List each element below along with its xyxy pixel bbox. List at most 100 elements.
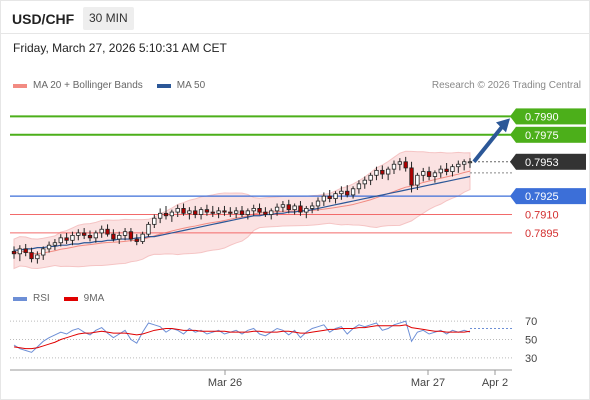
- candle-body: [245, 210, 250, 215]
- candle: [345, 185, 350, 198]
- candle-body: [198, 209, 204, 215]
- candle-body: [52, 242, 58, 246]
- candle: [146, 221, 151, 237]
- candle-body: [274, 206, 280, 212]
- candle: [374, 166, 379, 181]
- candle-body: [134, 238, 139, 242]
- candle-body: [87, 234, 93, 239]
- candle-body: [105, 228, 110, 235]
- candle: [467, 158, 473, 168]
- candle: [409, 161, 414, 193]
- candle: [333, 191, 338, 204]
- candle-body: [93, 232, 99, 239]
- candle-body: [403, 161, 408, 169]
- candle: [269, 208, 274, 220]
- ma50-label: MA 50: [176, 80, 206, 91]
- candle-body: [315, 200, 321, 207]
- candle: [403, 156, 408, 172]
- candle: [456, 160, 461, 173]
- level-label-0.7925: 0.7925: [525, 191, 559, 203]
- candle-body: [181, 207, 186, 214]
- candle: [461, 159, 467, 171]
- ma50-swatch: [156, 83, 171, 88]
- candle-body: [461, 161, 467, 165]
- candle-body: [321, 195, 327, 202]
- forecast-arrow-head: [496, 118, 510, 133]
- rsi-tick-label: 50: [525, 335, 537, 347]
- candle: [157, 208, 163, 224]
- candle-body: [391, 163, 397, 170]
- candle-body: [175, 207, 180, 213]
- legend-rsi: RSI: [13, 293, 50, 304]
- candle-body: [64, 237, 69, 241]
- candle: [350, 186, 356, 199]
- candle-body: [169, 211, 174, 217]
- candle: [17, 245, 23, 262]
- candle: [362, 176, 367, 189]
- candle-body: [286, 204, 291, 211]
- candle-body: [17, 248, 23, 255]
- candle: [175, 204, 180, 217]
- candle: [29, 247, 34, 263]
- candle-body: [128, 231, 134, 240]
- candle-body: [46, 244, 52, 250]
- candle: [111, 229, 116, 242]
- candle-body: [263, 211, 268, 215]
- candle-body: [280, 204, 286, 208]
- candle: [421, 167, 426, 182]
- candle: [70, 231, 75, 246]
- candle: [52, 239, 58, 251]
- candle: [380, 165, 385, 179]
- candle-body: [350, 188, 356, 196]
- candle-body: [333, 193, 338, 199]
- candle-body: [140, 233, 145, 242]
- candle: [198, 207, 204, 220]
- candle-body: [292, 205, 297, 211]
- candle-body: [23, 248, 28, 253]
- candle: [315, 197, 321, 211]
- candle: [99, 225, 104, 238]
- candle-body: [421, 171, 426, 176]
- ma20-line: [13, 170, 471, 255]
- candle-body: [146, 223, 151, 235]
- candle: [391, 160, 397, 175]
- rsi-line: [13, 320, 471, 353]
- candle-body: [362, 179, 367, 185]
- candle-body: [385, 168, 391, 175]
- candle-body: [228, 211, 233, 214]
- level-badge-0.7990: [516, 108, 586, 125]
- legend-bollinger: MA 20 + Bollinger Bands: [13, 80, 143, 91]
- candle: [251, 204, 256, 216]
- candle: [356, 180, 362, 194]
- candle: [64, 232, 69, 244]
- bollinger-swatch: [13, 83, 27, 88]
- candle: [35, 251, 40, 264]
- x-tick-label: Apr 2: [482, 377, 508, 389]
- candle: [193, 205, 198, 219]
- candle: [105, 224, 110, 237]
- candle: [187, 207, 192, 220]
- candle: [450, 164, 455, 177]
- candle-body: [35, 254, 40, 260]
- candle-body: [257, 207, 262, 213]
- candle: [304, 205, 309, 219]
- candle: [444, 163, 449, 176]
- level-badge-pointer: [510, 188, 516, 205]
- candle-body: [216, 210, 221, 214]
- candle: [257, 203, 262, 215]
- candle-body: [193, 210, 198, 215]
- candle: [426, 166, 432, 181]
- candle-body: [374, 169, 379, 176]
- candle: [239, 205, 245, 217]
- candle: [280, 201, 286, 213]
- candle: [339, 186, 344, 200]
- timeframe-button[interactable]: 30 MIN: [83, 7, 134, 30]
- level-label-0.7953: 0.7953: [525, 157, 559, 169]
- rsi-legend: RSI 9MA: [13, 293, 118, 304]
- level-label-0.7895: 0.7895: [525, 228, 559, 240]
- legend-ma9: 9MA: [63, 293, 104, 304]
- candle-body: [467, 161, 473, 164]
- candle: [163, 205, 169, 220]
- symbol-title: USD/CHF: [12, 11, 75, 27]
